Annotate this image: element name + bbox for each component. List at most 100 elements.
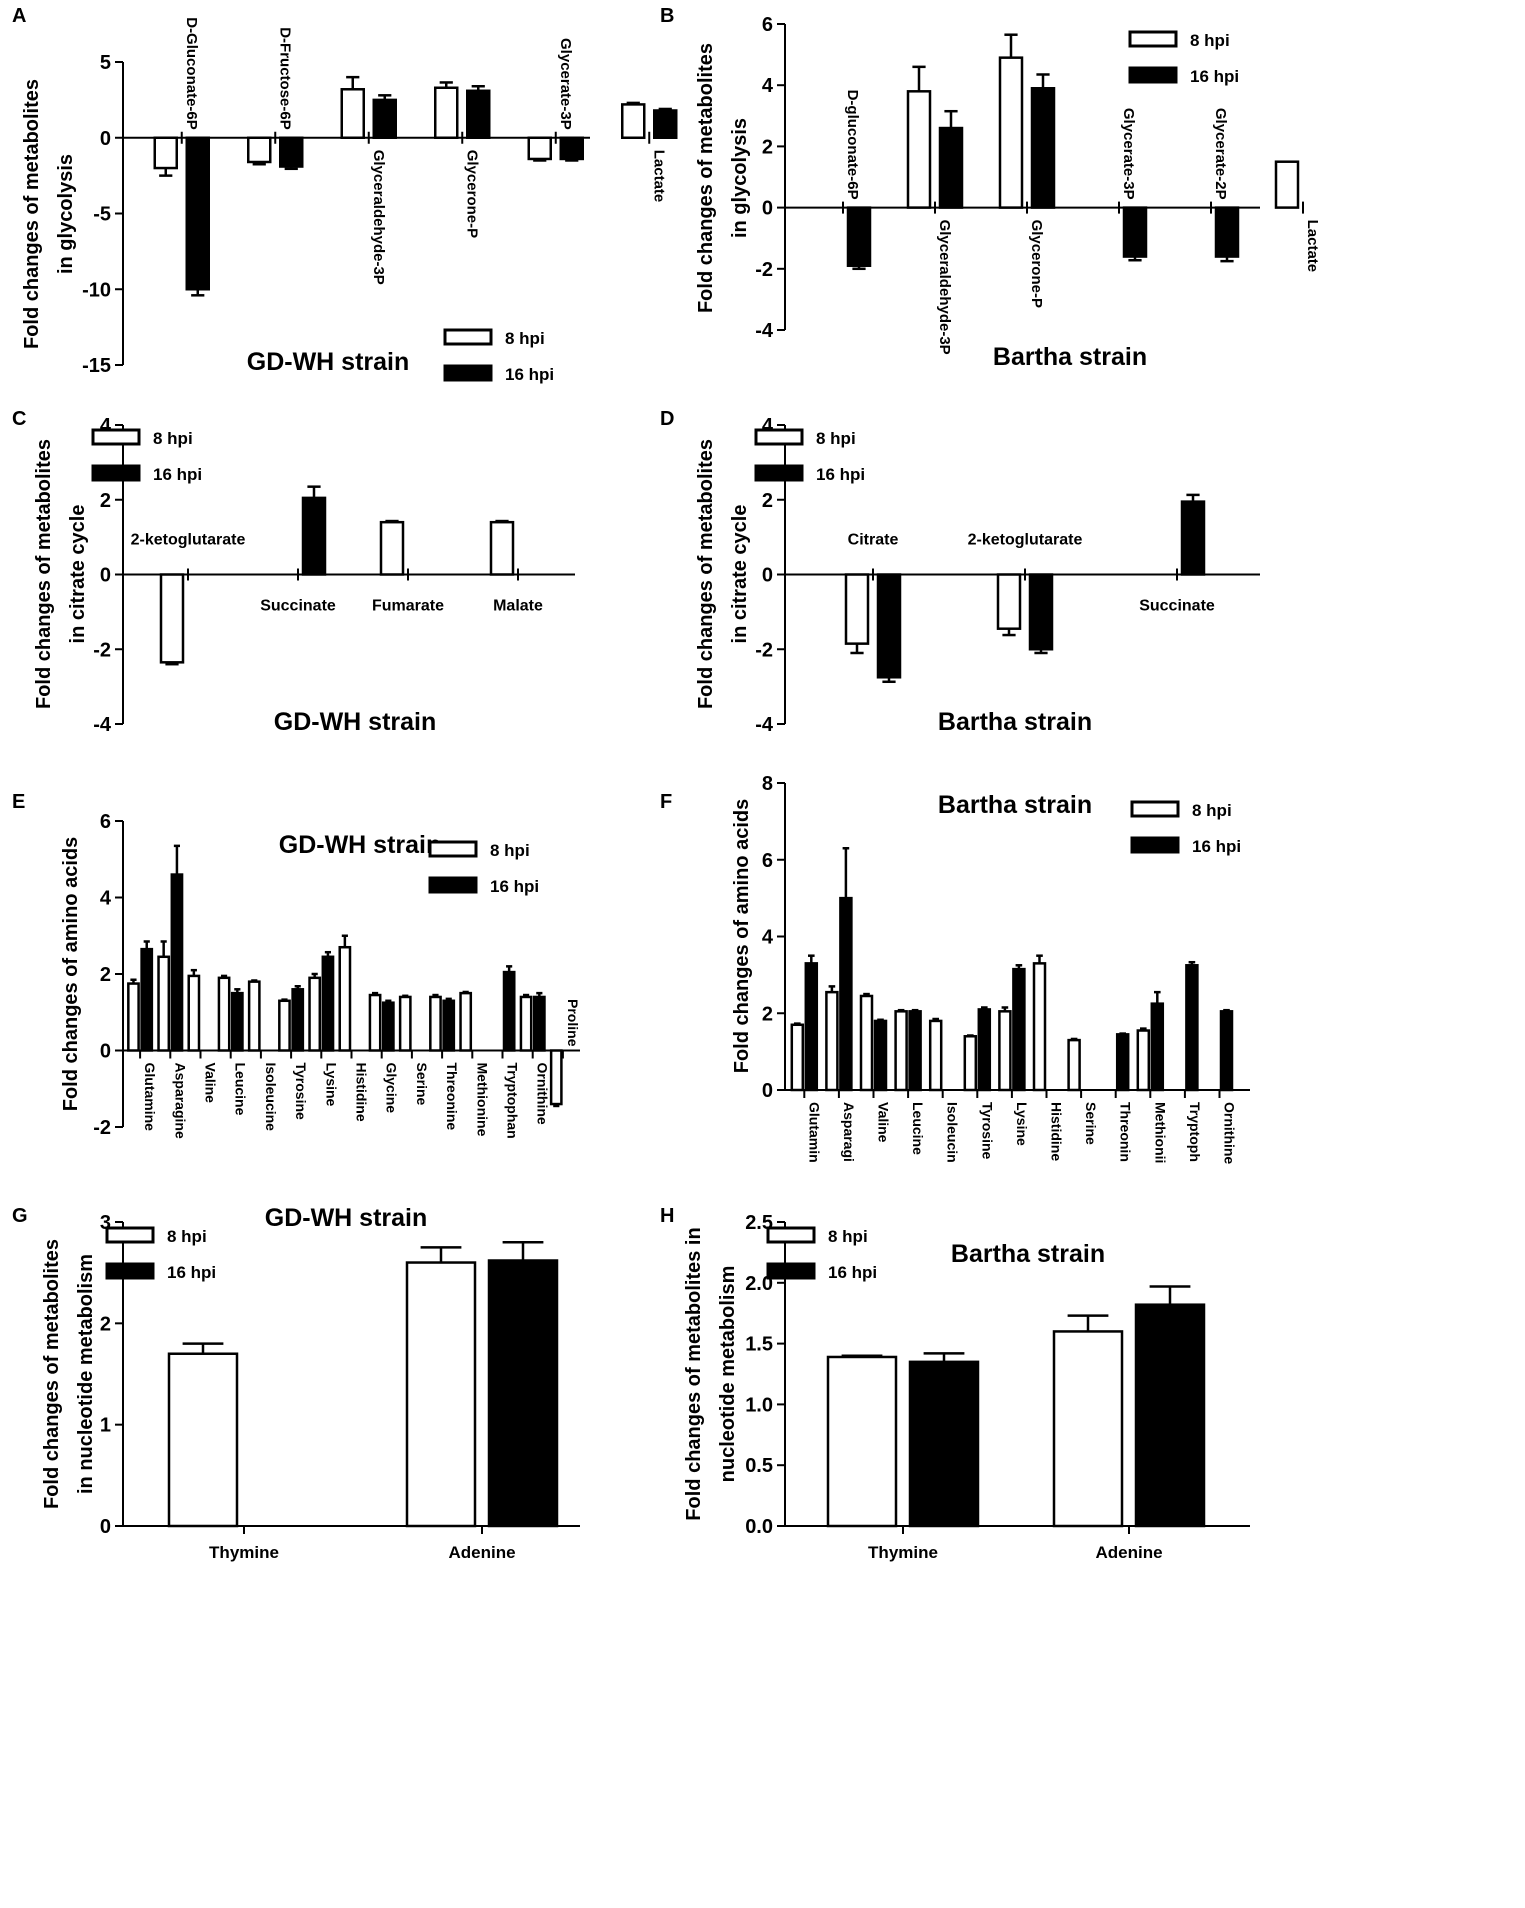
y-tick-label: -2 bbox=[755, 639, 773, 661]
x-tick-label: Threonine bbox=[444, 1063, 460, 1131]
bar-ornithine-16hpi bbox=[1219, 1010, 1234, 1092]
legend-label-8hpi: 8 hpi bbox=[828, 1227, 868, 1246]
x-tick-label: Histidine bbox=[354, 1063, 370, 1122]
panel-label: D bbox=[660, 408, 674, 430]
y-tick-label: 4 bbox=[100, 888, 112, 910]
x-tick-label: Lysine bbox=[1014, 1102, 1030, 1146]
bar-fumarate-8hpi bbox=[379, 520, 405, 576]
legend-label-16hpi: 16 hpi bbox=[505, 365, 554, 384]
bar-lysine-8hpi bbox=[308, 976, 322, 1052]
bar-valine-16hpi bbox=[873, 1019, 888, 1092]
bar-d-gluconate-6p-16hpi bbox=[185, 136, 210, 291]
x-tick-label: Serine bbox=[414, 1063, 430, 1106]
bar-d-fructose-6p-16hpi bbox=[279, 136, 304, 168]
y-tick-label: -4 bbox=[755, 714, 774, 736]
y-tick-label: 2 bbox=[762, 1003, 773, 1025]
y-tick-label: 4 bbox=[762, 927, 774, 949]
y-axis-label: Fold changes of amino acids bbox=[60, 837, 82, 1112]
y-tick-label: -4 bbox=[755, 320, 774, 342]
legend-label-8hpi: 8 hpi bbox=[505, 329, 545, 348]
legend: 8 hpi 16 hpi bbox=[428, 840, 539, 896]
legend-swatch-8hpi bbox=[766, 1226, 816, 1244]
x-tick-label: Glutamine bbox=[142, 1063, 158, 1132]
bar-lysine-8hpi bbox=[998, 1010, 1012, 1092]
legend-swatch-8hpi bbox=[754, 428, 804, 446]
x-tick-label: Tryptoph bbox=[1187, 1102, 1203, 1162]
legend-label-16hpi: 16 hpi bbox=[167, 1263, 216, 1282]
y-tick-label: 4 bbox=[762, 75, 774, 97]
bar-d-gluconate-6p-8hpi bbox=[153, 136, 178, 170]
legend-swatch-16hpi bbox=[428, 876, 478, 894]
x-tick-label: Lactate bbox=[650, 150, 667, 203]
y-axis-label: in glycolysis bbox=[729, 118, 751, 238]
y-tick-label: 0 bbox=[762, 565, 773, 587]
legend: 8 hpi 16 hpi bbox=[91, 428, 202, 484]
chart-title: Bartha strain bbox=[951, 1240, 1105, 1268]
legend-label-8hpi: 8 hpi bbox=[816, 429, 856, 448]
bar-lysine-16hpi bbox=[1012, 967, 1026, 1092]
x-tick-label: Glycine bbox=[384, 1063, 400, 1114]
x-tick-label: Glycerone-P bbox=[463, 150, 480, 238]
y-tick-label: 2.0 bbox=[745, 1273, 773, 1295]
bar-glycerone-p-16hpi bbox=[466, 89, 491, 140]
legend-label-8hpi: 8 hpi bbox=[1192, 801, 1232, 820]
legend-swatch-8hpi bbox=[1130, 800, 1180, 818]
chart-title: GD-WH strain bbox=[247, 348, 410, 376]
bar-adenine-8hpi bbox=[405, 1261, 477, 1528]
x-tick-label: Tyrosine bbox=[979, 1102, 995, 1160]
x-tick-label: Malate bbox=[493, 598, 543, 615]
y-tick-label: -2 bbox=[93, 1117, 111, 1139]
y-axis-label: in glycolysis bbox=[55, 154, 77, 274]
legend-swatch-16hpi bbox=[91, 464, 141, 482]
legend-label-16hpi: 16 hpi bbox=[490, 877, 539, 896]
y-axis-label: Fold changes of metabolites bbox=[41, 1239, 63, 1509]
x-tick-label: Serine bbox=[1083, 1102, 1099, 1145]
x-tick-label: Succinate bbox=[260, 598, 336, 615]
y-tick-label: 0 bbox=[100, 128, 111, 150]
bar-valine-8hpi bbox=[187, 974, 201, 1052]
legend: 8 hpi 16 hpi bbox=[1130, 800, 1241, 856]
bar-methionine-8hpi bbox=[1136, 1029, 1151, 1092]
bar-asparagine-16hpi bbox=[170, 873, 184, 1052]
panel-h: H 0.0 0.5 1.0 1.5 2.0 2.5 Fold changes of metab… bbox=[660, 1205, 1250, 1562]
bar-thymine-8hpi bbox=[167, 1352, 239, 1528]
y-axis-label: nucleotide metabolism bbox=[717, 1266, 739, 1483]
bar-serine-8hpi bbox=[1067, 1038, 1081, 1092]
bar-glutamine-8hpi bbox=[127, 982, 140, 1052]
bar-leucine-16hpi bbox=[908, 1010, 922, 1092]
x-tick-label: Leucine bbox=[910, 1102, 926, 1155]
bar-glycerone-p-16hpi bbox=[1030, 87, 1056, 209]
y-tick-label: 0 bbox=[762, 1080, 773, 1102]
chart-title: GD-WH strain bbox=[279, 831, 442, 859]
y-tick-label: 6 bbox=[762, 850, 773, 872]
y-tick-label: 0 bbox=[100, 1516, 111, 1538]
x-tick-label: Valine bbox=[203, 1063, 219, 1104]
bar-tryptophan-16hpi bbox=[1185, 964, 1199, 1092]
panel-label: A bbox=[12, 5, 26, 27]
bar-tryptophan-16hpi bbox=[502, 970, 516, 1052]
bar-threonine-16hpi bbox=[442, 999, 456, 1052]
x-tick-label: Methionii bbox=[1152, 1102, 1168, 1163]
bar-glyceraldehyde-3p-8hpi bbox=[906, 90, 932, 209]
bar-malate-8hpi bbox=[489, 520, 515, 576]
y-tick-label: 6 bbox=[762, 14, 773, 36]
y-tick-label: 0 bbox=[100, 565, 111, 587]
y-tick-label: -10 bbox=[82, 279, 111, 301]
bar-citrate-16hpi bbox=[876, 573, 902, 679]
bar-2-ketoglutarate-8hpi bbox=[996, 573, 1022, 630]
legend-label-16hpi: 16 hpi bbox=[828, 1263, 877, 1282]
bar-adenine-16hpi bbox=[1134, 1303, 1206, 1528]
bar-glycerate-2p-16hpi bbox=[1214, 206, 1240, 258]
legend-swatch-16hpi bbox=[105, 1262, 155, 1280]
legend: 8 hpi 16 hpi bbox=[443, 328, 554, 384]
x-tick-label: Glycerate-3P bbox=[557, 38, 574, 130]
x-tick-label: D-gluconate-6P bbox=[844, 90, 861, 200]
x-tick-label: Thymine bbox=[209, 1543, 279, 1562]
x-tick-label: Glyceraldehyde-3P bbox=[370, 150, 387, 285]
bar-d-gluconate-6p-16hpi bbox=[846, 206, 872, 267]
x-tick-label: Glutamin bbox=[806, 1102, 822, 1163]
legend: 8 hpi 16 hpi bbox=[1128, 30, 1239, 86]
x-tick-label: 2-ketoglutarate bbox=[131, 532, 246, 549]
